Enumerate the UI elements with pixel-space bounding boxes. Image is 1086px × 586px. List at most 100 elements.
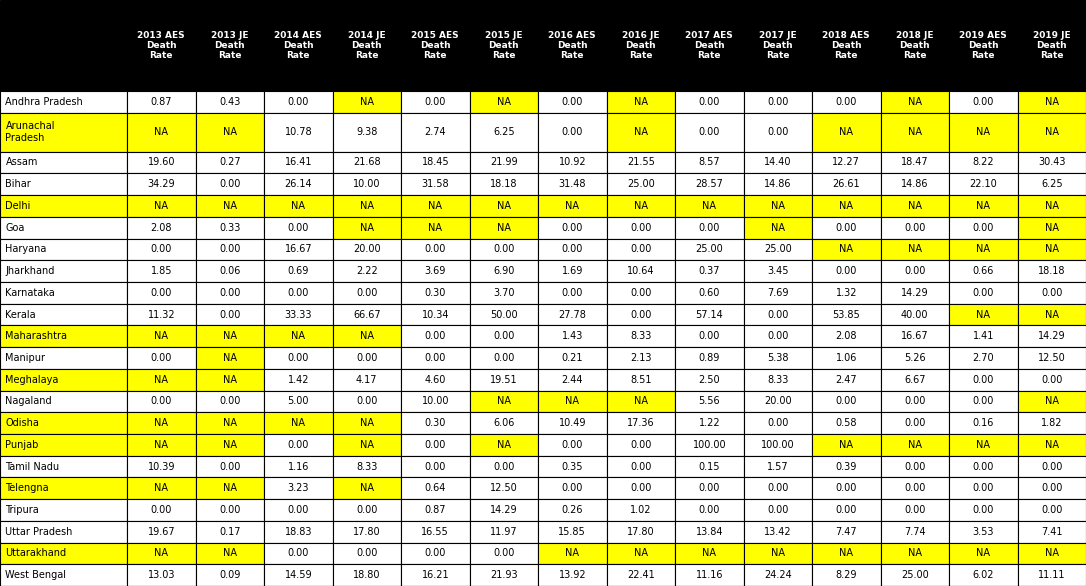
Text: 2013 AES
Death
Rate: 2013 AES Death Rate <box>138 30 185 60</box>
Text: 0.87: 0.87 <box>425 505 446 515</box>
Text: 0.00: 0.00 <box>973 223 994 233</box>
Bar <box>127 390 195 413</box>
Text: NA: NA <box>359 201 374 211</box>
Bar <box>1018 91 1086 113</box>
Bar <box>1018 478 1086 499</box>
Bar <box>332 217 401 239</box>
Text: NA: NA <box>223 374 237 384</box>
Bar <box>264 499 332 521</box>
Text: 0.00: 0.00 <box>698 505 720 515</box>
Text: 6.06: 6.06 <box>493 418 515 428</box>
Text: 11.16: 11.16 <box>695 570 723 580</box>
Text: 10.78: 10.78 <box>285 127 312 137</box>
Text: 0.00: 0.00 <box>1041 288 1062 298</box>
Bar <box>127 325 195 347</box>
Text: 0.00: 0.00 <box>356 396 378 407</box>
Bar <box>606 413 675 434</box>
Text: NA: NA <box>976 201 990 211</box>
Bar <box>264 478 332 499</box>
Text: 24.24: 24.24 <box>763 570 792 580</box>
Text: 0.00: 0.00 <box>561 223 583 233</box>
Text: 0.00: 0.00 <box>219 462 240 472</box>
Text: 0.00: 0.00 <box>630 440 652 450</box>
Text: NA: NA <box>223 440 237 450</box>
Bar <box>538 499 606 521</box>
Text: 0.87: 0.87 <box>151 97 172 107</box>
Bar <box>195 369 264 390</box>
Text: 0.00: 0.00 <box>835 505 857 515</box>
Bar <box>812 369 881 390</box>
Text: 10.92: 10.92 <box>558 158 586 168</box>
Text: NA: NA <box>223 331 237 341</box>
Text: 66.67: 66.67 <box>353 309 380 319</box>
Text: 0.00: 0.00 <box>288 505 310 515</box>
Text: Punjab: Punjab <box>5 440 39 450</box>
Text: 5.38: 5.38 <box>767 353 788 363</box>
Text: 0.43: 0.43 <box>219 97 240 107</box>
Text: NA: NA <box>1045 244 1059 254</box>
Bar <box>606 260 675 282</box>
Bar <box>606 564 675 586</box>
Text: 0.00: 0.00 <box>904 505 925 515</box>
Text: NA: NA <box>703 548 717 558</box>
Bar <box>812 456 881 478</box>
Bar <box>538 0 606 91</box>
Bar <box>812 325 881 347</box>
Bar <box>812 499 881 521</box>
Text: 0.35: 0.35 <box>561 462 583 472</box>
Bar <box>264 0 332 91</box>
Text: 7.47: 7.47 <box>835 527 857 537</box>
Text: 0.09: 0.09 <box>219 570 240 580</box>
Text: 0.00: 0.00 <box>356 353 378 363</box>
Text: NA: NA <box>908 127 922 137</box>
Text: NA: NA <box>908 97 922 107</box>
Bar <box>0 304 127 325</box>
Text: 2013 JE
Death
Rate: 2013 JE Death Rate <box>211 30 249 60</box>
Text: 20.00: 20.00 <box>763 396 792 407</box>
Bar <box>812 113 881 152</box>
Bar <box>949 564 1018 586</box>
Bar <box>675 390 744 413</box>
Text: Meghalaya: Meghalaya <box>5 374 59 384</box>
Text: NA: NA <box>976 309 990 319</box>
Bar <box>264 91 332 113</box>
Text: NA: NA <box>359 440 374 450</box>
Bar <box>127 113 195 152</box>
Text: 0.00: 0.00 <box>698 97 720 107</box>
Text: 16.55: 16.55 <box>421 527 450 537</box>
Bar <box>127 521 195 543</box>
Text: 0.00: 0.00 <box>425 244 446 254</box>
Bar <box>949 195 1018 217</box>
Bar <box>675 217 744 239</box>
Text: 1.06: 1.06 <box>835 353 857 363</box>
Bar <box>195 173 264 195</box>
Text: 0.00: 0.00 <box>835 396 857 407</box>
Text: NA: NA <box>839 244 854 254</box>
Bar <box>1018 195 1086 217</box>
Bar <box>606 217 675 239</box>
Bar <box>0 434 127 456</box>
Bar <box>195 113 264 152</box>
Text: 0.26: 0.26 <box>561 505 583 515</box>
Bar <box>675 304 744 325</box>
Text: 0.00: 0.00 <box>493 244 515 254</box>
Bar <box>469 304 538 325</box>
Text: 25.00: 25.00 <box>627 179 655 189</box>
Text: 2014 AES
Death
Rate: 2014 AES Death Rate <box>275 30 323 60</box>
Text: NA: NA <box>291 201 305 211</box>
Text: Jharkhand: Jharkhand <box>5 266 54 276</box>
Text: NA: NA <box>634 127 647 137</box>
Bar <box>127 217 195 239</box>
Bar <box>538 195 606 217</box>
Text: 0.00: 0.00 <box>219 309 240 319</box>
Bar <box>812 434 881 456</box>
Text: 3.70: 3.70 <box>493 288 515 298</box>
Text: 10.49: 10.49 <box>558 418 586 428</box>
Bar <box>401 543 469 564</box>
Bar <box>1018 217 1086 239</box>
Text: 0.00: 0.00 <box>288 440 310 450</box>
Bar <box>675 239 744 260</box>
Bar <box>0 413 127 434</box>
Bar <box>0 456 127 478</box>
Bar <box>469 91 538 113</box>
